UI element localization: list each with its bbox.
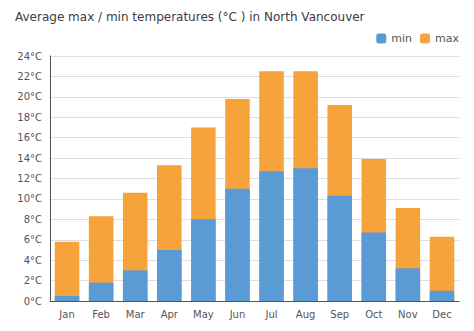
svg-text:22°C: 22°C <box>17 71 42 82</box>
svg-text:18°C: 18°C <box>17 112 42 123</box>
svg-text:0°C: 0°C <box>24 296 42 307</box>
svg-text:Aug: Aug <box>296 309 316 320</box>
svg-text:min: min <box>391 32 412 45</box>
svg-text:12°C: 12°C <box>17 173 42 184</box>
svg-text:Jul: Jul <box>265 309 278 320</box>
svg-text:Jun: Jun <box>229 309 246 320</box>
svg-text:Nov: Nov <box>398 309 418 320</box>
svg-text:4°C: 4°C <box>24 255 42 266</box>
svg-text:Dec: Dec <box>432 309 451 320</box>
svg-text:Feb: Feb <box>92 309 110 320</box>
svg-text:20°C: 20°C <box>17 91 42 102</box>
svg-text:14°C: 14°C <box>17 153 42 164</box>
svg-text:May: May <box>193 309 214 320</box>
svg-text:Oct: Oct <box>365 309 382 320</box>
svg-text:6°C: 6°C <box>24 234 42 245</box>
svg-text:16°C: 16°C <box>17 132 42 143</box>
svg-text:Mar: Mar <box>126 309 146 320</box>
svg-text:max: max <box>435 32 459 45</box>
svg-text:2°C: 2°C <box>24 275 42 286</box>
svg-text:24°C: 24°C <box>17 51 42 62</box>
svg-text:Jan: Jan <box>58 309 74 320</box>
svg-text:Average max / min temperatures: Average max / min temperatures (°C ) in … <box>15 10 365 24</box>
svg-text:Sep: Sep <box>330 309 349 320</box>
svg-text:10°C: 10°C <box>17 193 42 204</box>
svg-text:Apr: Apr <box>161 309 179 320</box>
svg-text:8°C: 8°C <box>24 214 42 225</box>
